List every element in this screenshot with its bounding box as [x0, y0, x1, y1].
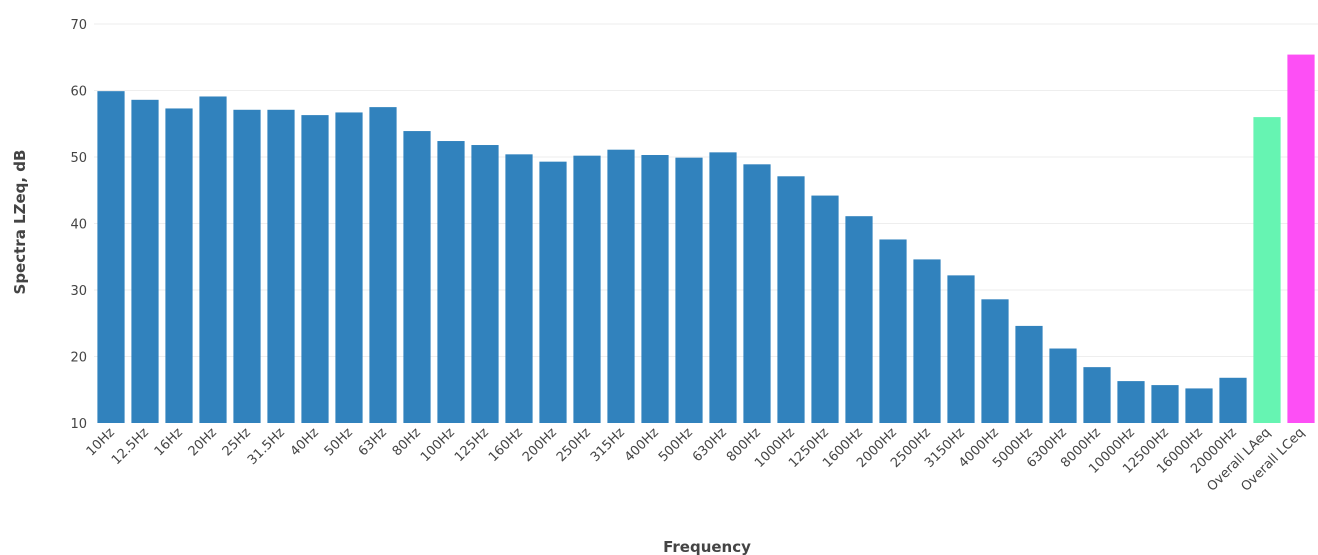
bar-2500hz[interactable] [913, 259, 941, 423]
bar-10000hz[interactable] [1117, 381, 1145, 423]
x-tick-label: 250Hz [554, 425, 594, 465]
x-tick-label: 31.5Hz [245, 425, 288, 468]
bar-20hz[interactable] [199, 96, 227, 424]
bar-16000hz[interactable] [1185, 388, 1213, 423]
x-tick-label: 400Hz [622, 425, 662, 465]
y-tick-label: 50 [70, 151, 87, 166]
bar-8000hz[interactable] [1083, 367, 1111, 423]
x-tick-label: 315Hz [588, 425, 628, 465]
bar-overall-lceq[interactable] [1287, 54, 1315, 424]
x-tick-label: 40Hz [288, 425, 322, 459]
y-tick-label: 20 [70, 351, 87, 366]
bar-63hz[interactable] [369, 107, 397, 423]
bar-400hz[interactable] [641, 155, 669, 423]
y-tick-label: 70 [70, 18, 87, 33]
y-tick-label: 30 [70, 284, 87, 299]
x-tick-label: 16Hz [152, 425, 186, 459]
bar-200hz[interactable] [539, 161, 567, 423]
y-tick-label: 10 [70, 417, 87, 432]
y-tick-label: 40 [70, 218, 87, 233]
x-tick-label: 500Hz [656, 425, 696, 465]
x-tick-label: 12.5Hz [109, 425, 152, 468]
x-axis-title: Frequency [663, 538, 751, 555]
bar-630hz[interactable] [709, 152, 737, 423]
bar-1000hz[interactable] [777, 176, 805, 423]
x-tick-label: 160Hz [486, 425, 526, 465]
bar-20000hz[interactable] [1219, 377, 1247, 423]
bar-4000hz[interactable] [981, 299, 1009, 423]
bar-10hz[interactable] [97, 91, 125, 423]
bar-12500hz[interactable] [1151, 385, 1179, 423]
bar-2000hz[interactable] [879, 239, 907, 423]
bars [97, 54, 1315, 424]
bar-500hz[interactable] [675, 157, 703, 424]
bar-1600hz[interactable] [845, 216, 873, 423]
bar-12-5hz[interactable] [131, 99, 159, 423]
x-tick-label: 50Hz [322, 425, 356, 459]
x-tick-label: 200Hz [520, 425, 560, 465]
bar-31-5hz[interactable] [267, 109, 295, 423]
bar-250hz[interactable] [573, 155, 601, 424]
x-tick-label: 63Hz [356, 425, 390, 459]
bar-125hz[interactable] [471, 145, 499, 423]
bar-160hz[interactable] [505, 154, 533, 423]
y-tick-label: 60 [70, 85, 87, 100]
bar-6300hz[interactable] [1049, 348, 1077, 423]
bar-1250hz[interactable] [811, 195, 839, 423]
bar-40hz[interactable] [301, 115, 329, 423]
y-axis-title: Spectra LZeq, dB [11, 150, 29, 295]
y-axis-ticks: 10 20 30 40 50 60 70 [70, 18, 87, 432]
bar-800hz[interactable] [743, 164, 771, 423]
x-tick-label: 100Hz [418, 425, 458, 465]
x-tick-label: 630Hz [690, 425, 730, 465]
x-tick-label: 20Hz [186, 425, 220, 459]
x-tick-label: 125Hz [452, 425, 492, 465]
bar-25hz[interactable] [233, 109, 261, 423]
bar-3150hz[interactable] [947, 275, 975, 423]
bar-5000hz[interactable] [1015, 325, 1043, 423]
bar-16hz[interactable] [165, 108, 193, 423]
bar-100hz[interactable] [437, 141, 465, 424]
bar-315hz[interactable] [607, 149, 635, 423]
grid-lines [94, 23, 1318, 357]
bar-overall-laeq[interactable] [1253, 117, 1281, 423]
bar-80hz[interactable] [403, 131, 431, 423]
bar-50hz[interactable] [335, 112, 363, 423]
